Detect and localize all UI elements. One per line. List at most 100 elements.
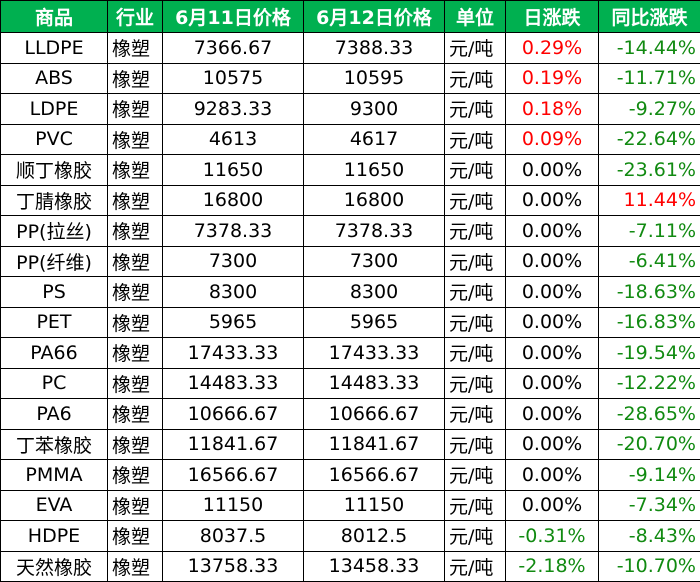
table-cell: 0.09% (505, 123, 599, 155)
table-cell: 9283.33 (162, 93, 304, 125)
table-cell: 元/吨 (444, 154, 506, 186)
table-cell: 元/吨 (444, 306, 506, 338)
table-cell: 4613 (162, 123, 304, 155)
table-cell: -9.14% (598, 459, 700, 491)
table-cell: 8300 (303, 276, 445, 308)
table-cell: -16.83% (598, 306, 700, 338)
table-cell: 元/吨 (444, 398, 506, 430)
table-cell: -0.31% (505, 520, 599, 552)
table-cell: 元/吨 (444, 184, 506, 216)
table-cell: 7378.33 (162, 215, 304, 247)
table-cell: 0.00% (505, 276, 599, 308)
table-cell: PVC (0, 123, 108, 155)
table-cell: 11841.67 (303, 428, 445, 460)
table-cell: 11.44% (598, 184, 700, 216)
table-row: 丁腈橡胶 橡塑 16800 16800 元/吨 0.00% 11.44% (0, 184, 700, 216)
table-cell: PET (0, 306, 108, 338)
table-cell: 10666.67 (162, 398, 304, 430)
table-cell: 4617 (303, 123, 445, 155)
table-cell: 橡塑 (107, 337, 163, 369)
table-cell: 元/吨 (444, 93, 506, 125)
table-row: PMMA 橡塑 16566.67 16566.67 元/吨 0.00% -9.14% (0, 459, 700, 491)
table-cell: 11650 (162, 154, 304, 186)
table-cell: 橡塑 (107, 93, 163, 125)
table-cell: 橡塑 (107, 306, 163, 338)
header-cell: 行业 (107, 0, 163, 33)
table-cell: 橡塑 (107, 245, 163, 277)
table-cell: 16800 (162, 184, 304, 216)
table-cell: 顺丁橡胶 (0, 154, 108, 186)
table-cell: -12.22% (598, 367, 700, 399)
table-cell: 元/吨 (444, 32, 506, 64)
table-cell: 元/吨 (444, 215, 506, 247)
table-cell: 10575 (162, 62, 304, 94)
table-cell: 橡塑 (107, 520, 163, 552)
table-cell: 元/吨 (444, 276, 506, 308)
table-cell: 丁腈橡胶 (0, 184, 108, 216)
table-cell: -2.18% (505, 550, 599, 582)
table-cell: 14483.33 (303, 367, 445, 399)
table-cell: 11150 (303, 489, 445, 521)
table-row: LDPE 橡塑 9283.33 9300 元/吨 0.18% -9.27% (0, 93, 700, 125)
table-cell: LDPE (0, 93, 108, 125)
table-cell: 13758.33 (162, 550, 304, 582)
table-cell: 橡塑 (107, 276, 163, 308)
table-row: 顺丁橡胶 橡塑 11650 11650 元/吨 0.00% -23.61% (0, 154, 700, 186)
table-cell: 元/吨 (444, 459, 506, 491)
table-row: PP(拉丝) 橡塑 7378.33 7378.33 元/吨 0.00% -7.11% (0, 215, 700, 247)
table-row: HDPE 橡塑 8037.5 8012.5 元/吨 -0.31% -8.43% (0, 520, 700, 552)
header-cell: 日涨跌 (505, 0, 599, 33)
table-row: ABS 橡塑 10575 10595 元/吨 0.19% -11.71% (0, 62, 700, 94)
table-cell: -11.71% (598, 62, 700, 94)
table-cell: -22.64% (598, 123, 700, 155)
table-row: EVA 橡塑 11150 11150 元/吨 0.00% -7.34% (0, 489, 700, 521)
table-cell: 14483.33 (162, 367, 304, 399)
table-cell: 0.00% (505, 306, 599, 338)
table-row: 天然橡胶 橡塑 13758.33 13458.33 元/吨 -2.18% -10.70% (0, 550, 700, 582)
table-cell: 16566.67 (162, 459, 304, 491)
table-cell: 0.00% (505, 215, 599, 247)
table-cell: 橡塑 (107, 398, 163, 430)
table-row: PS 橡塑 8300 8300 元/吨 0.00% -18.63% (0, 276, 700, 308)
table-cell: 元/吨 (444, 489, 506, 521)
table-row: LLDPE 橡塑 7366.67 7388.33 元/吨 0.29% -14.44% (0, 32, 700, 64)
table-cell: 橡塑 (107, 215, 163, 247)
table-cell: 橡塑 (107, 32, 163, 64)
table-cell: 0.00% (505, 154, 599, 186)
table-cell: -7.11% (598, 215, 700, 247)
table-cell: 8012.5 (303, 520, 445, 552)
table-cell: 元/吨 (444, 428, 506, 460)
table-cell: 0.29% (505, 32, 599, 64)
table-cell: 橡塑 (107, 62, 163, 94)
table-cell: 元/吨 (444, 337, 506, 369)
table-cell: PMMA (0, 459, 108, 491)
header-cell: 6月12日价格 (303, 0, 445, 33)
table-cell: 16800 (303, 184, 445, 216)
table-cell: 0.19% (505, 62, 599, 94)
table-cell: PA6 (0, 398, 108, 430)
header-cell: 商品 (0, 0, 108, 33)
table-cell: 0.00% (505, 184, 599, 216)
table-cell: 橡塑 (107, 154, 163, 186)
table-body: LLDPE 橡塑 7366.67 7388.33 元/吨 0.29% -14.44% ABS 橡… (0, 32, 700, 582)
table-cell: 9300 (303, 93, 445, 125)
header-cell: 同比涨跌 (598, 0, 700, 33)
table-cell: -28.65% (598, 398, 700, 430)
table-row: PET 橡塑 5965 5965 元/吨 0.00% -16.83% (0, 306, 700, 338)
table-cell: 元/吨 (444, 62, 506, 94)
table-cell: 橡塑 (107, 550, 163, 582)
header-cell: 6月11日价格 (162, 0, 304, 33)
table-cell: 0.00% (505, 459, 599, 491)
table-cell: 7366.67 (162, 32, 304, 64)
table-cell: -9.27% (598, 93, 700, 125)
table-cell: 橡塑 (107, 428, 163, 460)
table-cell: EVA (0, 489, 108, 521)
table-cell: 13458.33 (303, 550, 445, 582)
table-cell: 17433.33 (162, 337, 304, 369)
table-cell: 5965 (162, 306, 304, 338)
table-cell: PA66 (0, 337, 108, 369)
table-cell: 丁苯橡胶 (0, 428, 108, 460)
table-cell: ABS (0, 62, 108, 94)
